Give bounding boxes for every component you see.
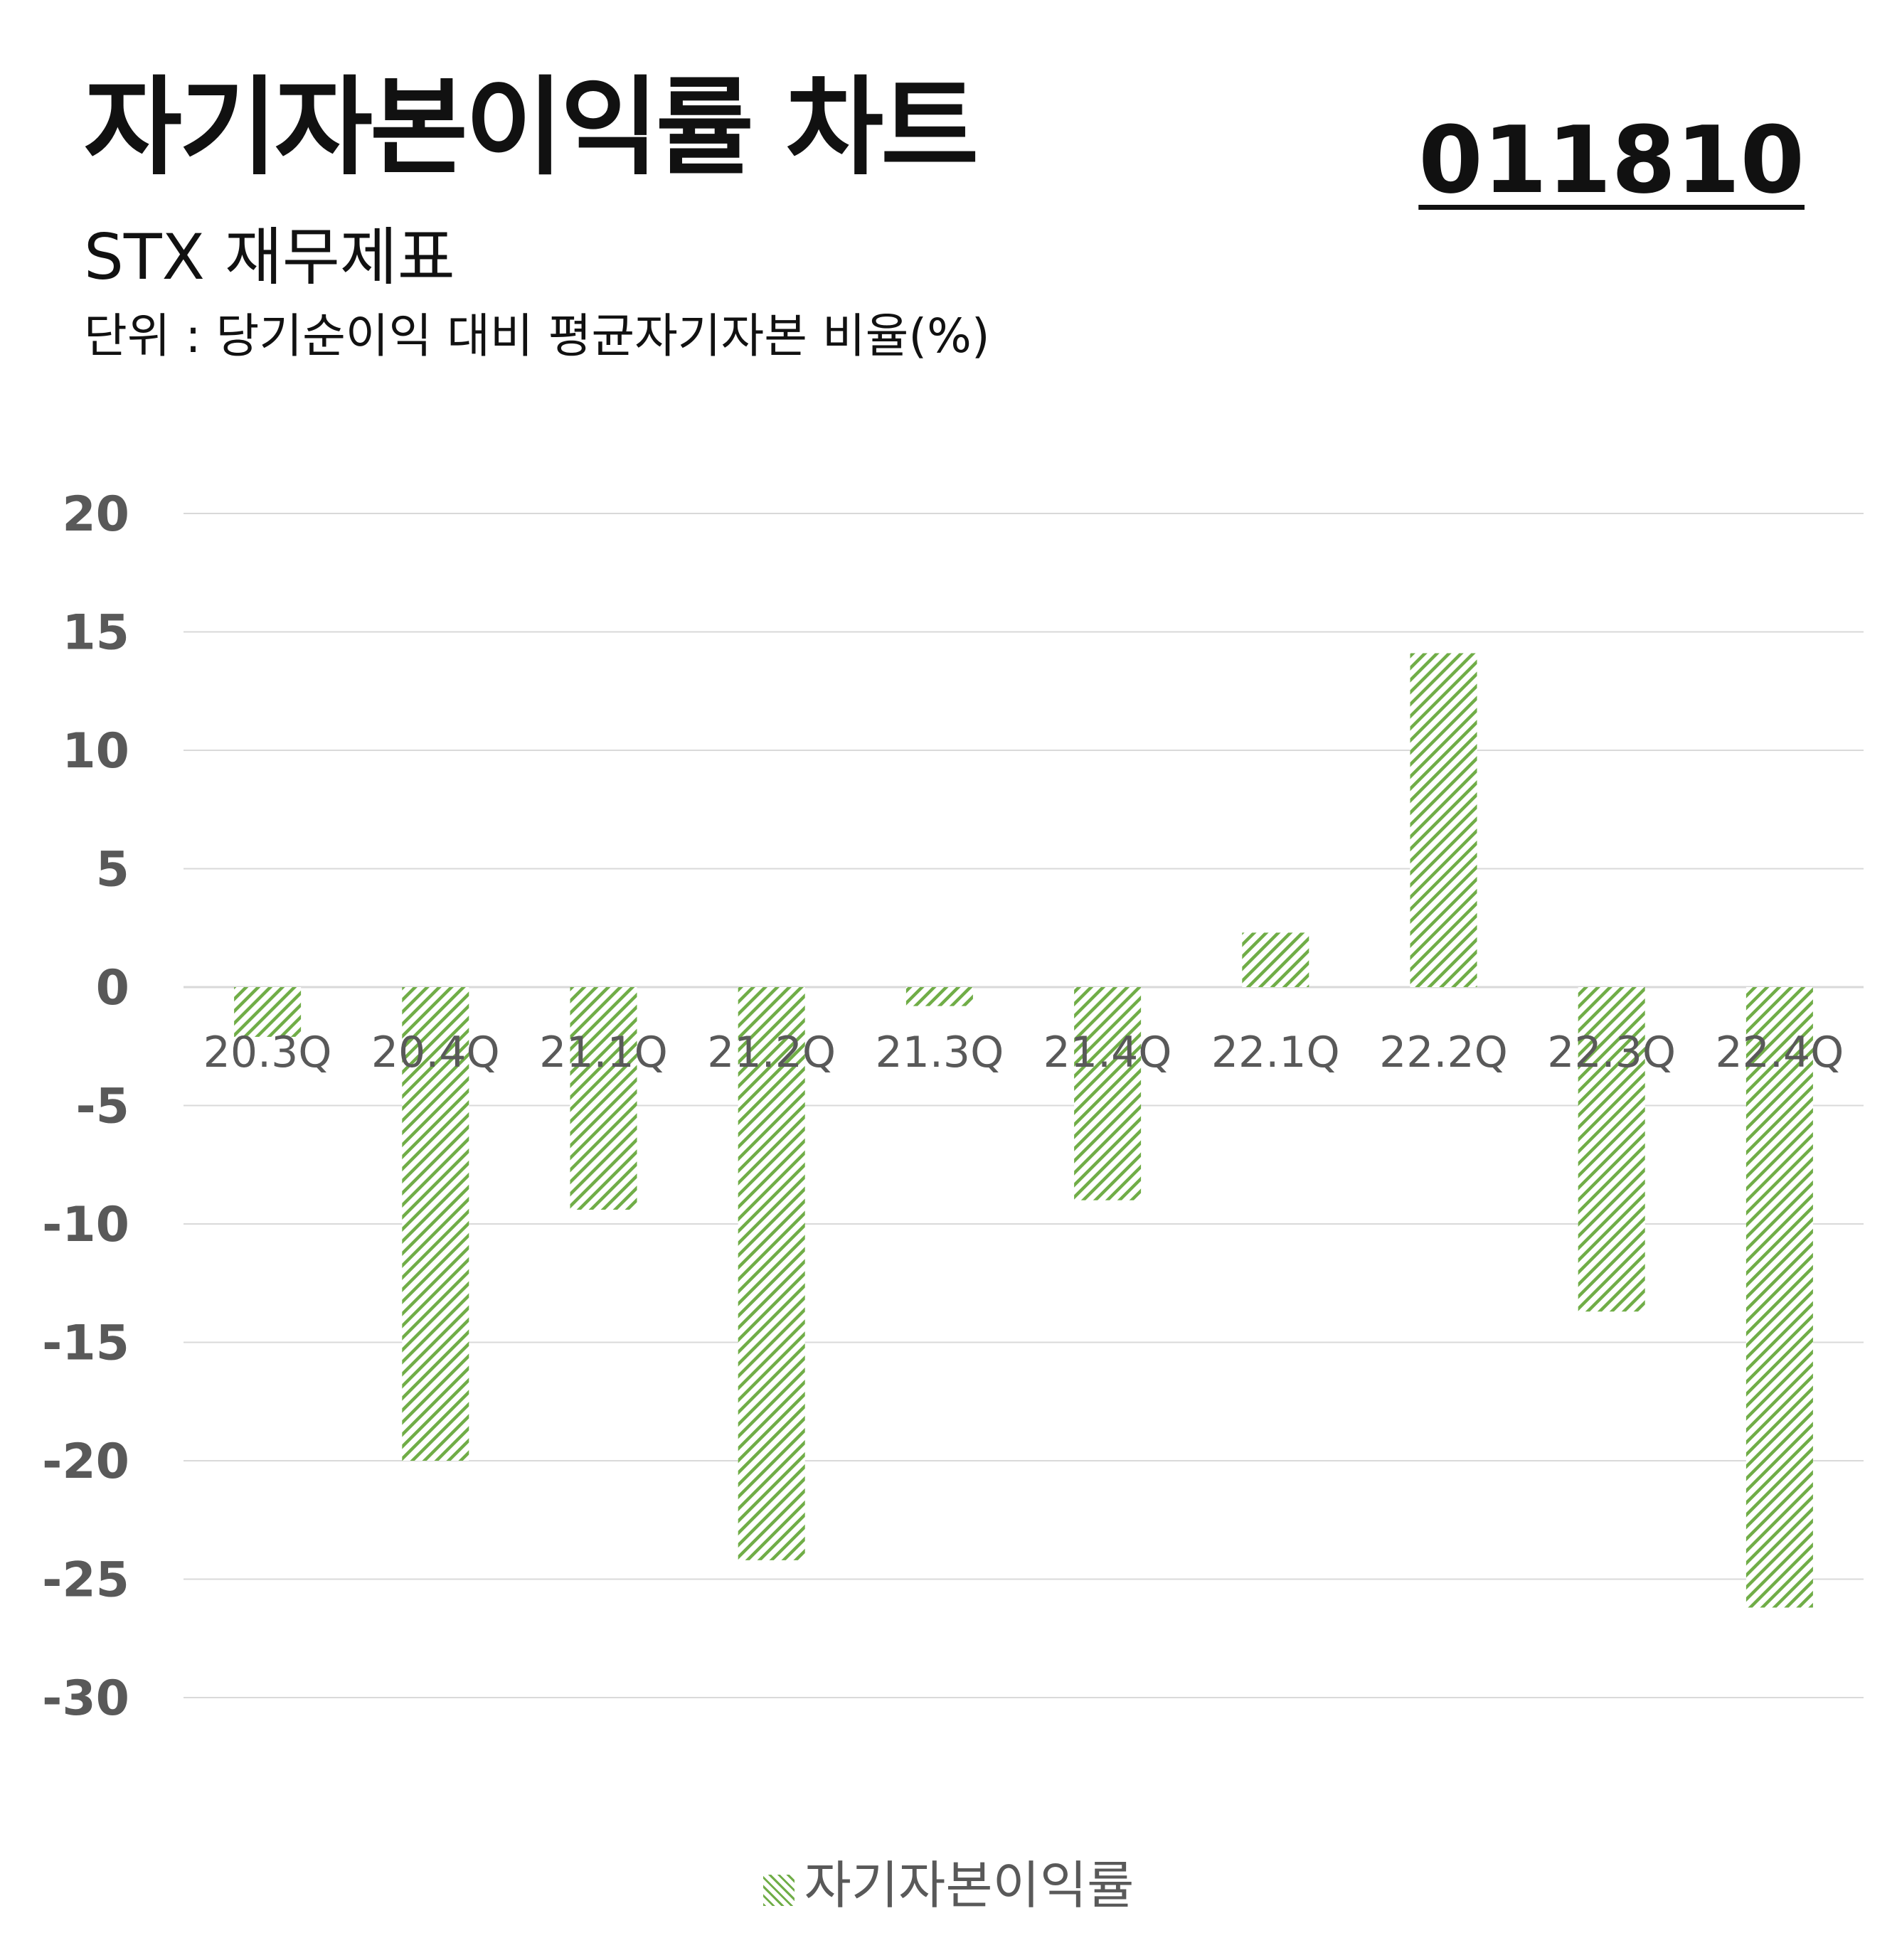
bar — [1410, 653, 1477, 987]
x-tick-label: 20.3Q — [203, 1028, 332, 1077]
x-tick-label: 22.2Q — [1379, 1028, 1508, 1077]
bar — [234, 987, 302, 1037]
legend: 자기자본이익률 — [0, 1860, 1897, 1911]
y-tick-label: -20 — [42, 1434, 129, 1490]
bar — [1242, 932, 1309, 987]
bar — [402, 987, 469, 1461]
legend-label: 자기자본이익률 — [804, 1855, 1135, 1915]
y-tick-label: -10 — [42, 1197, 129, 1253]
y-tick-label: 5 — [96, 842, 129, 898]
bar — [905, 987, 973, 1006]
x-tick-label: 21.2Q — [707, 1028, 836, 1077]
chart-subtitle: STX 재무제표 — [84, 220, 455, 294]
bar — [738, 987, 805, 1560]
bar — [1578, 987, 1645, 1312]
x-tick-label: 22.1Q — [1211, 1028, 1340, 1077]
x-tick-label: 21.4Q — [1043, 1028, 1172, 1077]
y-tick-label: -5 — [75, 1079, 129, 1135]
unit-label: 단위 : 당기순이익 대비 평균자기자본 비율(%) — [84, 309, 990, 363]
y-tick-label: -25 — [42, 1552, 129, 1609]
x-tick-label: 21.3Q — [875, 1028, 1004, 1077]
y-tick-label: 15 — [62, 605, 129, 661]
x-tick-labels: 20.3Q 20.4Q 21.1Q 21.2Q 21.3Q 21.4Q 22.1Q 22.2Q… — [203, 1028, 1844, 1077]
bars — [234, 653, 1813, 1608]
x-tick-label: 22.3Q — [1547, 1028, 1676, 1077]
y-tick-label: 10 — [62, 723, 129, 779]
x-tick-label: 20.4Q — [371, 1028, 500, 1077]
x-tick-label: 21.1Q — [539, 1028, 668, 1077]
y-tick-label: 0 — [96, 960, 129, 1016]
y-tick-label: -15 — [42, 1316, 129, 1372]
y-tick-label: 20 — [62, 486, 129, 543]
bar — [1074, 987, 1142, 1200]
stock-code-link[interactable]: 011810 — [1418, 106, 1805, 214]
x-tick-label: 22.4Q — [1715, 1028, 1844, 1077]
y-tick-labels: 20 15 10 5 0 -5 -10 -15 -20 -25 -30 — [42, 486, 129, 1727]
y-tick-label: -30 — [42, 1671, 129, 1727]
bar — [570, 987, 637, 1210]
chart-title: 자기자본이익률 차트 — [84, 66, 979, 190]
bar — [1745, 987, 1813, 1608]
legend-swatch-icon — [762, 1875, 795, 1906]
